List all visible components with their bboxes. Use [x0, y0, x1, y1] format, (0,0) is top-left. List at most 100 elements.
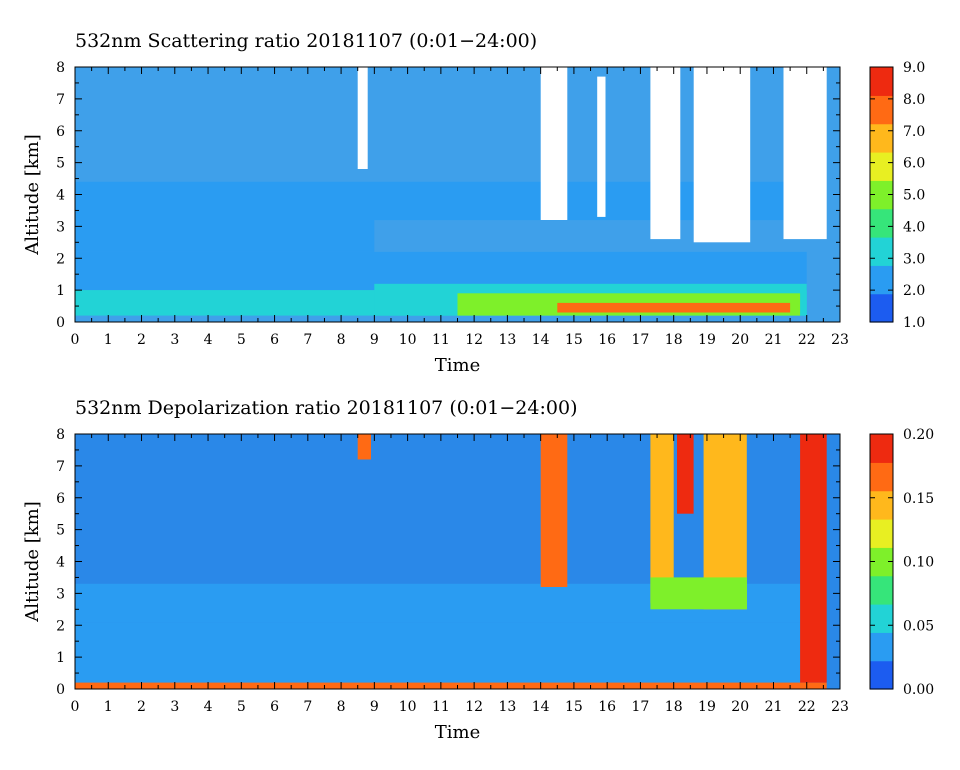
colorbar-segment — [870, 265, 893, 295]
x-tick-label: 22 — [798, 332, 816, 348]
y-axis-label: Altitude [km] — [22, 501, 43, 623]
scattering-ratio-panel: 532nm Scattering ratio 20181107 (0:01−24… — [22, 30, 925, 376]
y-tick-label: 5 — [56, 156, 65, 172]
scattering-ratio-chart: 0 1 2 3 4 5 6 7 8 9 10 11 12 13 14 15 16 17 18 19 20 21 22 2301… — [22, 60, 925, 376]
x-tick-label: 17 — [632, 699, 650, 715]
colorbar-tick-label: 4.0 — [903, 219, 925, 235]
x-tick-label: 15 — [565, 332, 583, 348]
x-tick-label: 19 — [698, 699, 716, 715]
colorbar-tick-label: 5.0 — [903, 188, 925, 204]
y-axis-label: Altitude [km] — [22, 134, 43, 256]
heatmap-cell — [650, 67, 681, 240]
colorbar-tick-label: 7.0 — [903, 124, 925, 140]
y-tick-label: 7 — [56, 92, 65, 108]
heatmap-cell — [75, 220, 375, 252]
x-tick-label: 11 — [432, 699, 450, 715]
colorbar-tick-label: 1.0 — [903, 315, 925, 331]
y-tick-label: 8 — [56, 60, 65, 76]
colorbar-segment — [870, 434, 893, 463]
colorbar-tick-label: 3.0 — [903, 251, 925, 267]
x-tick-label: 9 — [370, 332, 379, 348]
x-tick-label: 5 — [237, 699, 246, 715]
heatmap-cell — [75, 682, 827, 689]
y-tick-label: 4 — [56, 555, 65, 571]
x-tick-label: 21 — [765, 699, 783, 715]
colorbar-segment — [870, 490, 893, 520]
colorbar-segment — [870, 660, 893, 690]
x-tick-label: 21 — [765, 332, 783, 348]
colorbar-tick-label: 0.10 — [903, 555, 934, 571]
x-tick-label: 13 — [498, 699, 516, 715]
y-tick-label: 2 — [56, 618, 65, 634]
x-tick-label: 4 — [204, 699, 213, 715]
y-tick-label: 0 — [56, 315, 65, 331]
colorbar-tick-label: 9.0 — [903, 60, 925, 76]
heatmap-cell — [557, 302, 791, 313]
colorbar-segment — [870, 67, 893, 96]
x-tick-label: 10 — [399, 699, 417, 715]
x-tick-label: 2 — [137, 699, 146, 715]
colorbar-tick-label: 2.0 — [903, 283, 925, 299]
x-tick-label: 10 — [399, 332, 417, 348]
x-tick-label: 7 — [303, 699, 312, 715]
x-tick-label: 2 — [137, 332, 146, 348]
colorbar-tick-label: 8.0 — [903, 92, 925, 108]
heatmap-cell — [357, 67, 368, 169]
x-tick-label: 0 — [71, 699, 80, 715]
x-tick-label: 14 — [532, 699, 550, 715]
x-tick-label: 22 — [798, 699, 816, 715]
heatmap-cell — [75, 622, 807, 683]
x-tick-label: 16 — [598, 699, 616, 715]
y-tick-label: 6 — [56, 491, 65, 507]
colorbar-tick-label: 0.15 — [903, 491, 934, 507]
x-tick-label: 14 — [532, 332, 550, 348]
heatmap-cell — [677, 434, 694, 514]
x-tick-label: 13 — [498, 332, 516, 348]
colorbar-tick-label: 0.00 — [903, 682, 934, 698]
y-tick-label: 5 — [56, 523, 65, 539]
heatmap-cell — [75, 181, 807, 221]
x-tick-label: 7 — [303, 332, 312, 348]
colorbar-segment — [870, 95, 893, 125]
y-tick-label: 0 — [56, 682, 65, 698]
heatmap-cell — [540, 434, 568, 587]
x-tick-label: 3 — [170, 699, 179, 715]
colorbar-tick-label: 0.05 — [903, 618, 934, 634]
x-tick-label: 11 — [432, 332, 450, 348]
x-tick-label: 19 — [698, 332, 716, 348]
x-tick-label: 0 — [71, 332, 80, 348]
x-axis-label: Time — [435, 722, 480, 743]
x-tick-label: 6 — [270, 332, 279, 348]
colorbar-segment — [870, 152, 893, 181]
x-tick-label: 18 — [665, 699, 683, 715]
x-tick-label: 17 — [632, 332, 650, 348]
x-axis-label: Time — [435, 355, 480, 376]
colorbar-segment — [870, 123, 893, 153]
x-tick-label: 23 — [831, 332, 849, 348]
heatmap-cell — [650, 434, 674, 603]
depolarization-ratio-panel: 532nm Depolarization ratio 20181107 (0:0… — [0, 367, 960, 752]
x-tick-label: 6 — [270, 699, 279, 715]
heatmap-cell — [650, 577, 747, 610]
x-tick-label: 9 — [370, 699, 379, 715]
chart-title: 532nm Scattering ratio 20181107 (0:01−24… — [75, 30, 538, 52]
x-tick-label: 12 — [465, 332, 483, 348]
colorbar-segment — [870, 547, 893, 577]
x-tick-label: 16 — [598, 332, 616, 348]
colorbar-tick-label: 0.20 — [903, 427, 934, 443]
y-tick-label: 7 — [56, 459, 65, 475]
x-tick-label: 4 — [204, 332, 213, 348]
y-tick-label: 8 — [56, 427, 65, 443]
x-tick-label: 8 — [337, 332, 346, 348]
colorbar-segment — [870, 519, 893, 548]
heatmap-cell — [693, 67, 751, 243]
heatmap-cell — [540, 67, 568, 220]
x-tick-label: 15 — [565, 699, 583, 715]
x-tick-label: 8 — [337, 699, 346, 715]
x-tick-label: 23 — [831, 699, 849, 715]
colorbar-segment — [870, 462, 893, 492]
x-tick-label: 18 — [665, 332, 683, 348]
x-tick-label: 20 — [731, 332, 749, 348]
y-tick-label: 1 — [56, 283, 65, 299]
x-tick-label: 1 — [104, 332, 113, 348]
